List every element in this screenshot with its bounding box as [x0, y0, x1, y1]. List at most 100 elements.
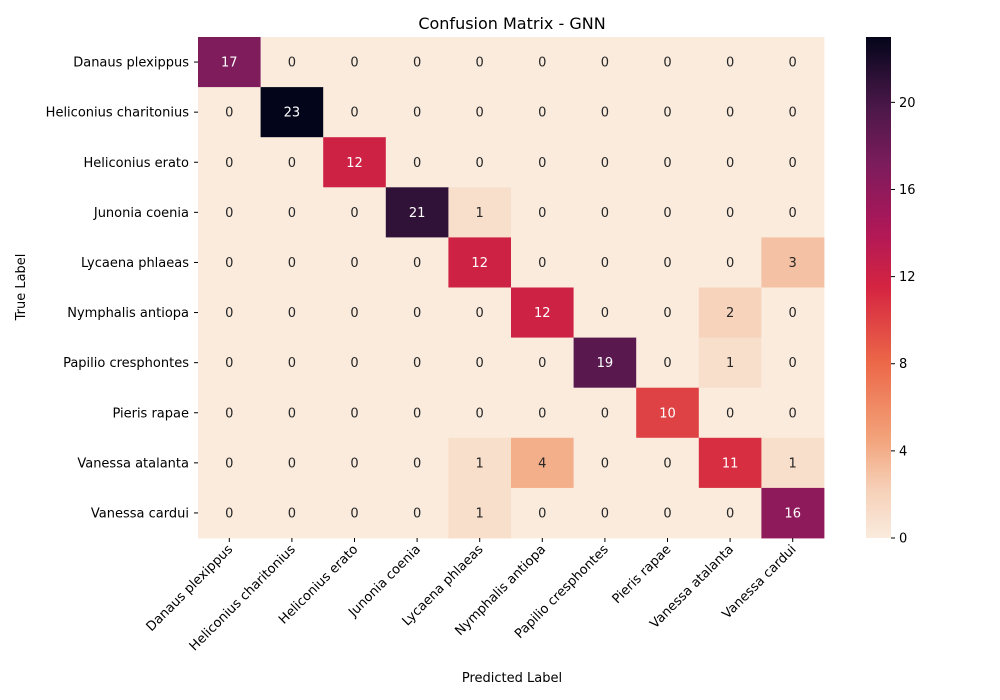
cell-value-label: 0: [350, 206, 358, 221]
cell-value-label: 0: [350, 456, 358, 471]
heatmap-cell: [698, 137, 762, 188]
heatmap-cell: [761, 137, 825, 188]
heatmap-cell: [511, 437, 574, 489]
cell-value-label: 11: [722, 456, 739, 471]
heatmap-cell: [761, 87, 825, 138]
heatmap-cell: [511, 487, 574, 539]
cell-value-label: 0: [601, 506, 609, 521]
cell-value-label: 0: [726, 506, 734, 521]
cell-value-label: 0: [789, 306, 797, 321]
heatmap-cell: [198, 237, 261, 288]
x-tick-label: Pieris rapae: [610, 542, 675, 607]
heatmap-cell: [323, 137, 387, 188]
cell-value-label: 0: [726, 56, 734, 71]
heatmap-cell: [260, 337, 324, 389]
heatmap-cell: [698, 237, 762, 288]
cell-value-label: 0: [476, 106, 484, 121]
y-tick-label: Vanessa cardui: [91, 506, 189, 521]
heatmap-cell: [698, 437, 762, 489]
heatmap-cell: [448, 387, 512, 439]
cell-value-label: 0: [288, 356, 296, 371]
cell-value-label: 0: [413, 306, 421, 321]
cell-value-label: 0: [538, 356, 546, 371]
cell-value-label: 0: [288, 156, 296, 171]
cell-value-label: 0: [789, 56, 797, 71]
heatmap-cell: [573, 487, 637, 539]
heatmap-cell: [573, 387, 637, 439]
heatmap-cell: [198, 137, 261, 188]
heatmap-cell: [573, 237, 637, 288]
cell-value-label: 0: [225, 356, 233, 371]
cell-value-label: 0: [476, 156, 484, 171]
heatmap-cell: [573, 137, 637, 188]
cell-value-label: 0: [350, 56, 358, 71]
cell-value-label: 0: [601, 56, 609, 71]
heatmap-cell: [761, 387, 825, 439]
cell-value-label: 0: [350, 406, 358, 421]
cell-value-label: 0: [225, 506, 233, 521]
heatmap-cell: [636, 437, 700, 489]
heatmap-cell: [511, 287, 574, 338]
cell-value-label: 0: [726, 156, 734, 171]
cell-value-label: 12: [346, 156, 363, 171]
heatmap-cell: [260, 187, 324, 238]
cell-value-label: 0: [601, 456, 609, 471]
cell-value-label: 0: [601, 156, 609, 171]
cell-value-label: 4: [538, 456, 546, 471]
cell-value-label: 0: [288, 506, 296, 521]
cell-value-label: 21: [409, 206, 426, 221]
cell-value-label: 0: [288, 56, 296, 71]
heatmap-cell: [761, 237, 825, 288]
x-axis-label: Predicted Label: [462, 671, 562, 686]
cell-value-label: 0: [538, 506, 546, 521]
heatmap-cell: [511, 187, 574, 238]
cell-value-label: 0: [413, 106, 421, 121]
heatmap-cell: [198, 387, 261, 439]
cell-value-label: 0: [726, 206, 734, 221]
heatmap-cell: [511, 87, 574, 138]
cell-value-label: 0: [538, 406, 546, 421]
cell-value-label: 0: [350, 106, 358, 121]
cell-value-label: 0: [225, 156, 233, 171]
cell-value-label: 0: [663, 256, 671, 271]
heatmap-cell: [260, 137, 324, 188]
cell-value-labels: 17 0 0 0 0 0 0 0 0 00 23 0 0 0 0 0 0 0 00 0 12 0 0 0 0 0 0 00 0 0 21 1 0…: [221, 56, 801, 522]
heatmap-cell: [698, 487, 762, 539]
cell-value-label: 19: [597, 356, 614, 371]
heatmap-cell: [323, 387, 387, 439]
heatmap-cell: [511, 337, 574, 389]
heatmap-cell: [511, 37, 574, 88]
heatmap-cell: [636, 287, 700, 338]
heatmap-cell: [698, 187, 762, 238]
cell-value-label: 0: [663, 106, 671, 121]
colorbar: 0 4 8 12 16 20: [866, 37, 916, 547]
heatmap-cell: [448, 187, 512, 238]
heatmap-cell: [573, 287, 637, 338]
cell-value-label: 0: [538, 156, 546, 171]
cell-value-label: 0: [601, 256, 609, 271]
cell-value-label: 0: [413, 406, 421, 421]
cell-value-label: 0: [413, 356, 421, 371]
cell-value-label: 0: [663, 306, 671, 321]
cell-value-label: 0: [476, 356, 484, 371]
heatmap-cell: [761, 437, 825, 489]
heatmap-cell: [698, 337, 762, 389]
heatmap-cell: [636, 37, 700, 88]
cell-value-label: 0: [601, 306, 609, 321]
cell-value-label: 0: [413, 56, 421, 71]
cell-value-label: 0: [225, 206, 233, 221]
cell-value-label: 0: [538, 256, 546, 271]
cell-value-label: 0: [350, 356, 358, 371]
cell-value-label: 0: [225, 256, 233, 271]
heatmap-cell: [573, 337, 637, 389]
heatmap-cell: [385, 287, 449, 338]
cell-value-label: 0: [288, 456, 296, 471]
cell-value-label: 0: [538, 56, 546, 71]
cell-value-label: 0: [225, 456, 233, 471]
cell-value-label: 0: [663, 506, 671, 521]
heatmap-cell: [385, 237, 449, 288]
cell-value-label: 0: [413, 156, 421, 171]
cell-value-label: 0: [476, 406, 484, 421]
heatmap-cell: [761, 337, 825, 389]
